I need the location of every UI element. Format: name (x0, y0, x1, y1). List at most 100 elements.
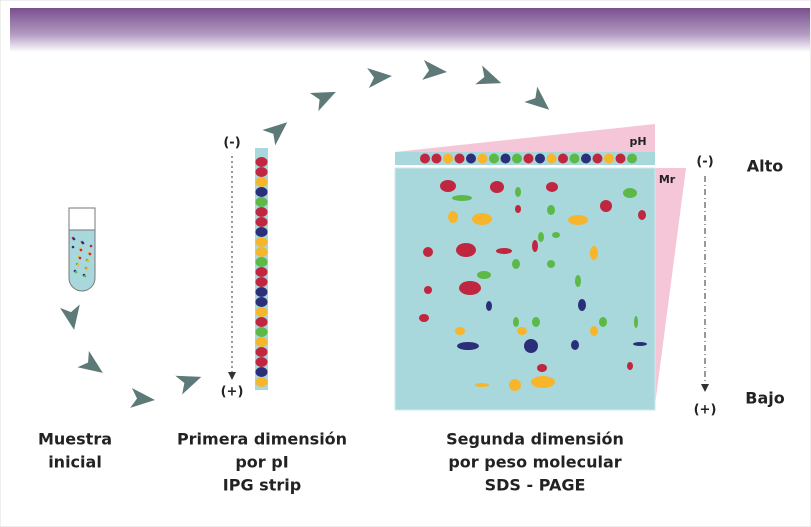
strip-spot (256, 307, 268, 317)
strip-spot (256, 247, 268, 257)
gel (395, 168, 655, 410)
strip-spot (570, 154, 580, 164)
gel-spot (515, 187, 521, 197)
strip-spot (256, 287, 268, 297)
gel-spot (571, 340, 579, 350)
strip-spot (616, 154, 626, 164)
gel-spot (477, 271, 491, 279)
strip-spot (256, 207, 268, 217)
ph-label: pH (629, 135, 646, 148)
header-band (10, 8, 810, 52)
gel-spot (472, 213, 492, 225)
strip-spot (256, 297, 268, 307)
gel-spot (578, 299, 586, 311)
step-label: por pI (235, 453, 288, 472)
strip-spot (256, 237, 268, 247)
strip-spot (581, 154, 591, 164)
speck (79, 257, 82, 260)
gel-spot (633, 342, 647, 346)
strip-spot (256, 197, 268, 207)
strip-spot (420, 154, 430, 164)
step-label: Muestra (38, 430, 112, 449)
speck (80, 249, 83, 252)
gel-spot (590, 326, 598, 336)
speck (90, 245, 93, 248)
strip-bottom-sign: (+) (221, 385, 244, 400)
gel-spot (546, 182, 558, 192)
strip-spot (501, 154, 511, 164)
gel-spot (547, 205, 555, 215)
strip-spot (256, 217, 268, 227)
gel-spot (512, 259, 520, 269)
gel-spot (532, 317, 540, 327)
strip-spot (604, 154, 614, 164)
strip-spot (512, 154, 522, 164)
speck (73, 238, 76, 241)
gel-spot (623, 188, 637, 198)
high-label: Alto (747, 157, 784, 176)
strip-spot (256, 337, 268, 347)
gel-top-sign: (-) (696, 155, 713, 170)
speck (87, 260, 90, 263)
gel-spot (575, 275, 581, 287)
gel-spot (452, 195, 472, 201)
strip-spots (256, 157, 268, 387)
gel-spot (537, 364, 547, 372)
gel-spot (456, 243, 476, 257)
gel-spot (513, 317, 519, 327)
gel-spot (547, 260, 555, 268)
gel-spot (524, 339, 538, 353)
strip-spot (432, 154, 442, 164)
gel-spot (509, 379, 521, 391)
gel-spot (475, 383, 489, 387)
strip-spot (478, 154, 488, 164)
gel-spot (532, 240, 538, 252)
gel-spot (531, 376, 555, 388)
gel-spot (455, 327, 465, 335)
speck (77, 264, 80, 267)
strip-top-sign: (-) (223, 136, 240, 151)
step-label: SDS - PAGE (485, 476, 586, 495)
gel-spot (600, 200, 612, 212)
step-label: inicial (48, 453, 102, 472)
strip-spot (256, 317, 268, 327)
gel-spot (448, 211, 458, 223)
strip-spot (455, 154, 465, 164)
speck (82, 242, 85, 245)
gel-spot (515, 205, 521, 213)
gel-spot (568, 215, 588, 225)
mr-label: Mr (659, 173, 676, 186)
step-label: por peso molecular (448, 453, 621, 472)
diagram: (-) (+) pH Mr (-) (+) Alto Bajo Muestra i… (0, 0, 811, 527)
gel-spot (638, 210, 646, 220)
strip-spot (256, 327, 268, 337)
gel-spot (457, 342, 479, 350)
strip-spot (256, 227, 268, 237)
gel-bottom-sign: (+) (694, 403, 717, 418)
step-label: Primera dimensión (177, 430, 347, 449)
gel-spot (517, 327, 527, 335)
gel-spot (599, 317, 607, 327)
speck (72, 246, 75, 249)
strip-spot (524, 154, 534, 164)
strip-spot (256, 187, 268, 197)
speck (84, 275, 87, 278)
speck (89, 253, 92, 256)
gel-spot (490, 181, 504, 193)
strip-spot (256, 257, 268, 267)
strip-spot (535, 154, 545, 164)
gel-spot (552, 232, 560, 238)
low-label: Bajo (745, 389, 784, 408)
strip-spot (256, 157, 268, 167)
step-label: Segunda dimensión (446, 430, 624, 449)
gel-spot (423, 247, 433, 257)
strip-spot (627, 154, 637, 164)
strip-spot (593, 154, 603, 164)
strip-spot (558, 154, 568, 164)
strip-spot (256, 267, 268, 277)
strip-spot (256, 277, 268, 287)
gel-spot (424, 286, 432, 294)
strip-spot (256, 377, 268, 387)
gel-spot (634, 316, 638, 328)
strip-spot (256, 347, 268, 357)
